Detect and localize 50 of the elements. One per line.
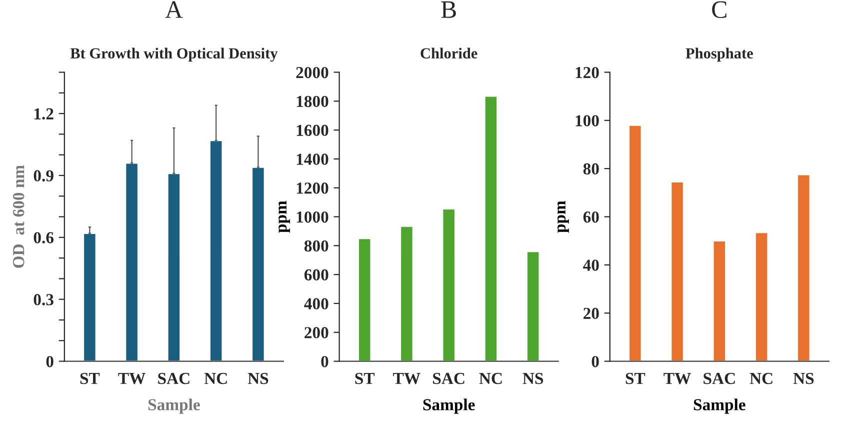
y-tick-label: 40: [583, 260, 599, 271]
y-tick-label: 600: [304, 269, 328, 280]
x-tick-label: TW: [664, 373, 691, 384]
y-tick-label: 800: [304, 240, 328, 252]
y-tick-label: 1200: [296, 182, 328, 194]
x-tick-label: NC: [479, 372, 502, 384]
y-tick-label: 1600: [296, 124, 328, 136]
y-tick-label: 0: [46, 356, 54, 368]
y-tick-label: 0.6: [34, 232, 54, 244]
x-axis-title: Sample: [694, 398, 746, 414]
y-tick-label: 200: [304, 327, 328, 338]
y-tick-label: 60: [583, 211, 599, 223]
x-tick-label: NS: [793, 372, 814, 384]
x-tick-label: ST: [626, 372, 646, 384]
x-tick-label: NC: [204, 372, 227, 384]
chart-subtitle: Chloride: [420, 48, 478, 59]
chart-subtitle: Bt Growth with Optical Density: [70, 48, 278, 62]
y-tick-label: 0: [321, 356, 328, 368]
x-axis-title: Sample: [148, 398, 200, 414]
x-axis-title: Sample: [423, 398, 475, 414]
y-tick-label: 120: [576, 66, 599, 78]
y-tick-label: 80: [583, 163, 599, 175]
x-tick-label: ST: [355, 372, 375, 384]
y-tick-label: 2000: [296, 66, 328, 78]
chart-title: B: [441, 1, 456, 18]
y-axis-title: ppm: [278, 200, 290, 233]
chart-subtitle: Phosphate: [686, 48, 753, 62]
x-tick-label: TW: [118, 373, 146, 384]
y-tick-label: 20: [584, 308, 599, 320]
x-tick-label: SAC: [704, 372, 735, 384]
chart-title: C: [712, 1, 726, 18]
y-tick-label: 0.3: [34, 294, 54, 306]
y-tick-label: 400: [304, 298, 328, 310]
y-tick-label: 1000: [296, 211, 328, 223]
y-axis-title: ppm: [558, 200, 569, 233]
y-tick-label: 1400: [296, 154, 328, 165]
y-tick-label: 100: [576, 115, 599, 126]
x-tick-label: SAC: [433, 372, 464, 384]
y-tick-label: 0: [592, 356, 599, 368]
chart-title: A: [165, 1, 183, 18]
x-tick-label: SAC: [158, 372, 190, 384]
x-tick-label: NS: [248, 372, 268, 384]
y-tick-label: 1800: [296, 96, 328, 108]
x-tick-label: TW: [393, 373, 420, 384]
y-axis-title: OD at 600 nm: [12, 165, 24, 268]
x-tick-label: ST: [80, 372, 100, 384]
x-tick-label: NC: [750, 372, 772, 384]
y-tick-label: 1.2: [34, 108, 54, 120]
x-tick-label: NS: [522, 372, 544, 384]
y-tick-label: 0.9: [34, 170, 54, 182]
